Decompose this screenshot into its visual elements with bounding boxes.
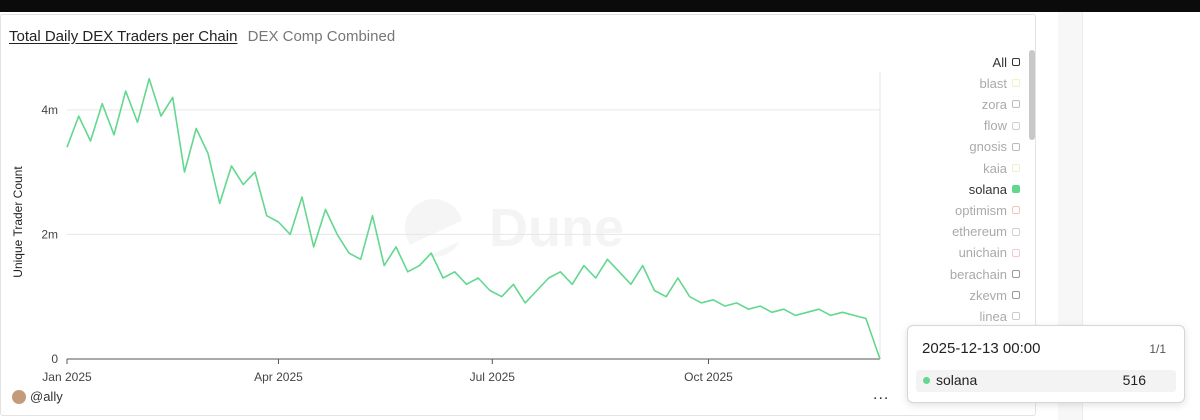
legend-item-ethereum[interactable]: ethereum: [952, 222, 1020, 242]
legend-item-flow[interactable]: flow: [984, 116, 1020, 136]
legend-item-solana[interactable]: solana: [969, 179, 1020, 199]
x-tick-label: Jan 2025: [42, 370, 92, 384]
tooltip-series: solana: [936, 372, 978, 388]
legend-item-optimism[interactable]: optimism: [955, 200, 1020, 220]
legend-label: berachain: [949, 266, 1007, 282]
legend-checkbox-icon: [1012, 58, 1020, 66]
x-tick-label: Oct 2025: [684, 370, 733, 384]
legend-label: kaia: [983, 160, 1007, 176]
y-tick-label: 2m: [41, 227, 58, 241]
y-tick-label: 4m: [41, 103, 58, 117]
chart-card: [0, 14, 1036, 416]
x-tick-label: Apr 2025: [254, 370, 303, 384]
legend-item-kaia[interactable]: kaia: [983, 158, 1020, 178]
y-tick-label: 0: [51, 352, 58, 366]
series-dot-icon: [923, 377, 930, 384]
legend-checkbox-icon: [1012, 185, 1020, 194]
legend-checkbox-icon: [1012, 312, 1020, 321]
legend-label: All: [992, 54, 1007, 70]
author[interactable]: @ally: [12, 389, 63, 404]
legend-item-All[interactable]: All: [993, 52, 1020, 72]
legend-label: solana: [968, 181, 1007, 197]
series-line-solana: [66, 77, 881, 360]
legend-checkbox-icon: [1012, 206, 1020, 215]
more-options-icon[interactable]: ...: [873, 386, 890, 403]
legend-label: zkevm: [969, 287, 1007, 303]
legend-item-blast[interactable]: blast: [980, 73, 1020, 93]
legend-label: unichain: [958, 245, 1007, 261]
top-bar: [0, 0, 1200, 12]
chart-title[interactable]: Total Daily DEX Traders per Chain: [9, 28, 238, 45]
y-axis-title: Unique Trader Count: [11, 166, 25, 278]
tooltip-page: 1/1: [1149, 342, 1166, 356]
legend-label: flow: [983, 118, 1007, 134]
legend-label: ethereum: [952, 224, 1007, 240]
legend-scrollbar[interactable]: [1029, 50, 1035, 140]
legend-checkbox-icon: [1012, 100, 1020, 109]
legend-item-linea[interactable]: linea: [980, 306, 1020, 326]
tooltip-row: solana 516: [916, 370, 1176, 392]
tooltip-date: 2025-12-13 00:00: [922, 340, 1041, 357]
grid: [67, 72, 881, 359]
legend-item-unichain[interactable]: unichain: [959, 243, 1020, 263]
legend-checkbox-icon: [1012, 164, 1020, 172]
legend-label: linea: [979, 308, 1007, 324]
dune-logo-icon: [405, 199, 463, 257]
legend-checkbox-icon: [1012, 270, 1020, 278]
legend-checkbox-icon: [1012, 121, 1020, 130]
legend-checkbox-icon: [1012, 142, 1020, 151]
x-tick-label: Jul 2025: [470, 370, 516, 384]
tooltip: 2025-12-13 00:00 1/1 solana 516: [907, 325, 1185, 403]
legend-label: zora: [981, 96, 1007, 112]
legend-item-zora[interactable]: zora: [982, 94, 1020, 114]
legend-label: gnosis: [969, 139, 1007, 155]
author-name: @ally: [30, 389, 63, 404]
tooltip-value: 516: [1122, 372, 1146, 388]
legend-checkbox-icon: [1012, 248, 1020, 257]
avatar: [12, 389, 26, 404]
legend-item-gnosis[interactable]: gnosis: [969, 137, 1020, 157]
legend-checkbox-icon: [1012, 227, 1020, 236]
chart-subtitle: DEX Comp Combined: [247, 28, 396, 45]
axes: 0 2m 4m Jan 2025 Apr 2025 Jul 2025 Oct 2025: [41, 103, 880, 384]
legend-label: blast: [979, 75, 1007, 91]
legend-item-zkevm[interactable]: zkevm: [969, 285, 1020, 305]
legend-checkbox-icon: [1012, 291, 1020, 300]
series: [66, 77, 881, 360]
legend-checkbox-icon: [1012, 79, 1020, 88]
legend-item-berachain[interactable]: berachain: [950, 264, 1020, 284]
legend-label: optimism: [954, 202, 1007, 218]
dune-watermark: Dune: [405, 197, 624, 259]
watermark-text: Dune: [489, 198, 624, 258]
chart-header: Total Daily DEX Traders per Chain DEX Co…: [9, 28, 395, 45]
